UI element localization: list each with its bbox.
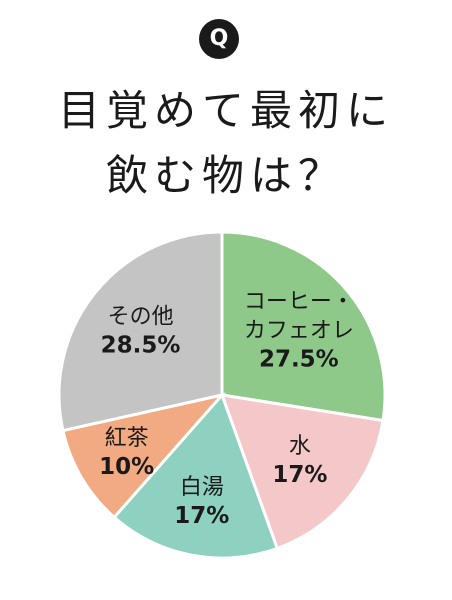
pie-slice-0 bbox=[220, 230, 387, 423]
slice-value-3: 10% bbox=[99, 454, 154, 480]
slice-label-2-line-0: 白湯 bbox=[180, 475, 224, 500]
question-badge-icon: Q bbox=[199, 19, 239, 59]
slice-label-1-line-0: 水 bbox=[289, 434, 311, 459]
slice-value-1: 17% bbox=[272, 462, 327, 488]
slice-value-4: 28.5% bbox=[101, 332, 181, 358]
slice-label-0-line-1: カフェオレ bbox=[244, 318, 354, 343]
pie-slice-1 bbox=[219, 393, 385, 551]
pie-slice-2 bbox=[112, 392, 280, 560]
slice-label-0-line-0: コーヒー・ bbox=[244, 289, 354, 314]
slice-label-4-line-0: その他 bbox=[108, 304, 174, 329]
slice-value-0: 27.5% bbox=[259, 346, 339, 372]
slice-label-3-line-0: 紅茶 bbox=[105, 426, 149, 451]
slice-value-2: 17% bbox=[174, 503, 229, 529]
pie-slice-3 bbox=[61, 392, 227, 520]
chart-title-line-2: 飲む物は？ bbox=[105, 151, 346, 200]
pie-slice-4 bbox=[57, 230, 224, 433]
chart-title-line-1: 目覚めて最初に bbox=[57, 86, 394, 135]
